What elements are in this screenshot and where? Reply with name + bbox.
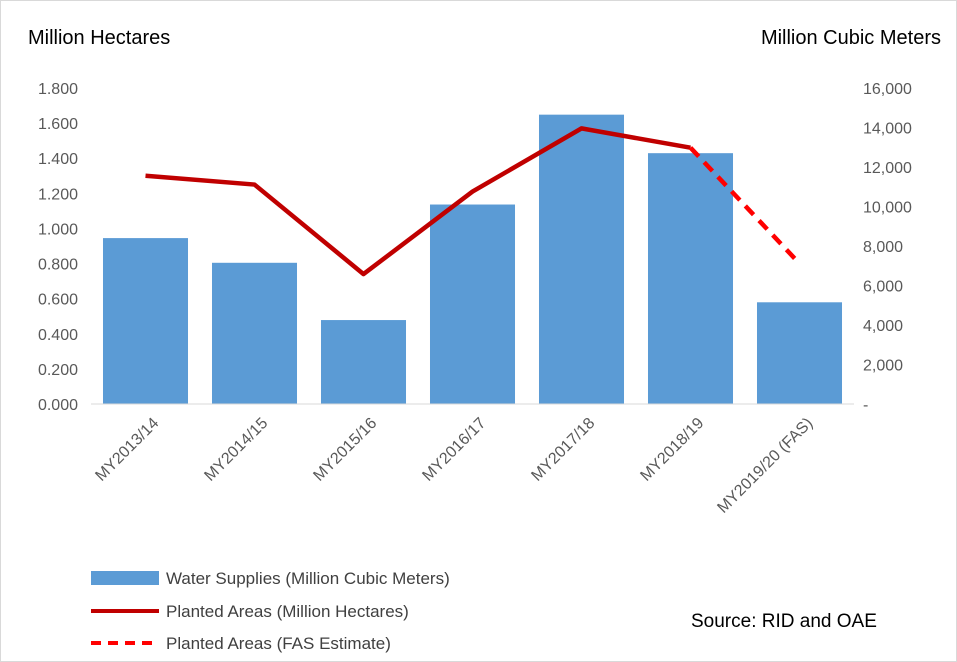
left-axis-tick-label: 1.000 [38, 221, 78, 238]
left-axis-tick-label: 0.600 [38, 292, 78, 309]
right-axis-tick-label: 14,000 [863, 121, 912, 138]
right-axis-tick-label: 12,000 [863, 160, 912, 177]
left-axis-tick-label: 0.400 [38, 327, 78, 344]
legend: Water Supplies (Million Cubic Meters) Pl… [91, 569, 450, 653]
legend-label-water-supplies: Water Supplies (Million Cubic Meters) [166, 569, 450, 588]
right-axis-title: Million Cubic Meters [761, 27, 941, 49]
left-axis-tick-label: 0.000 [38, 397, 78, 414]
bar-water-supplies [756, 302, 843, 404]
legend-label-fas-estimate: Planted Areas (FAS Estimate) [166, 634, 391, 653]
right-axis-tick-label: 16,000 [863, 81, 912, 98]
x-axis-category-label: MY2016/17 [419, 415, 489, 485]
x-axis-category-label: MY2015/16 [310, 415, 380, 485]
left-axis-tick-label: 1.800 [38, 81, 78, 98]
legend-swatch-water-supplies [91, 571, 159, 585]
left-axis-tick-label: 1.600 [38, 116, 78, 133]
bar-water-supplies [102, 238, 189, 404]
x-axis-category-label: MY2018/19 [637, 415, 707, 485]
bar-water-supplies [647, 153, 734, 404]
right-axis-tick-label: - [863, 397, 868, 414]
right-axis-tick-label: 4,000 [863, 318, 903, 335]
x-axis-category-label: MY2017/18 [528, 415, 598, 485]
bar-water-supplies [538, 114, 625, 404]
line-planted-areas-fas-estimate [688, 146, 802, 266]
x-axis-category-label: MY2019/20 (FAS) [714, 415, 816, 517]
bar-water-supplies [320, 320, 407, 404]
left-axis-tick-label: 0.200 [38, 362, 78, 379]
left-axis-tick-label: 1.200 [38, 186, 78, 203]
legend-label-planted-areas: Planted Areas (Million Hectares) [166, 602, 409, 621]
right-axis-tick-label: 8,000 [863, 239, 903, 256]
source-note: Source: RID and OAE [691, 611, 877, 632]
right-axis-tick-label: 2,000 [863, 358, 903, 375]
bar-water-supplies [429, 204, 516, 404]
right-axis-tick-label: 10,000 [863, 200, 912, 217]
left-axis-tick-label: 1.400 [38, 151, 78, 168]
left-axis-title: Million Hectares [28, 27, 170, 49]
x-axis-category-label: MY2013/14 [92, 415, 162, 485]
left-axis-tick-label: 0.800 [38, 257, 78, 274]
plot-area: 0.000 0.200 0.400 0.600 0.800 1.000 1.200 1.400… [38, 81, 912, 517]
line-planted-areas [145, 126, 691, 277]
x-axis-category-label: MY2014/15 [201, 415, 271, 485]
right-axis-tick-label: 6,000 [863, 279, 903, 296]
bar-water-supplies [211, 262, 298, 404]
